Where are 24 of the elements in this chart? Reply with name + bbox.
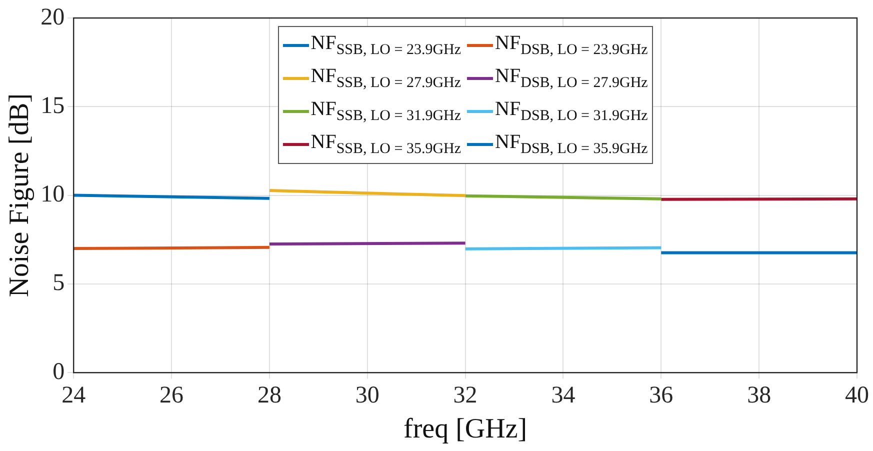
legend-label: NF$_{SSB, LO = 23.9GHz}$ bbox=[310, 32, 462, 59]
x-tick-label: 32 bbox=[453, 382, 478, 408]
legend-label: NF$_{SSB, LO = 31.9GHz}$ bbox=[310, 98, 462, 125]
x-tick-label: 36 bbox=[649, 382, 674, 408]
y-tick-label: 10 bbox=[40, 182, 65, 208]
x-tick-label: 24 bbox=[62, 382, 86, 408]
y-tick-label: 20 bbox=[40, 4, 65, 30]
x-axis-title: freq [GHz] bbox=[404, 414, 528, 445]
x-tick-label: 28 bbox=[257, 382, 282, 408]
y-tick-label: 15 bbox=[40, 92, 65, 119]
legend-label: NF$_{SSB, LO = 27.9GHz}$ bbox=[310, 65, 462, 92]
legend-label: NF$_{DSB, LO = 23.9GHz}$ bbox=[495, 32, 648, 59]
y-tick-label: 0 bbox=[52, 358, 65, 385]
x-tick-label: 40 bbox=[845, 382, 869, 408]
legend-label: NF$_{SSB, LO = 35.9GHz}$ bbox=[310, 131, 462, 158]
y-tick-label: 5 bbox=[52, 270, 65, 296]
legend-label: NF$_{DSB, LO = 35.9GHz}$ bbox=[495, 131, 648, 158]
legend-label: NF$_{DSB, LO = 31.9GHz}$ bbox=[495, 98, 648, 125]
x-tick-label: 38 bbox=[747, 382, 772, 408]
x-tick-label: 34 bbox=[551, 382, 576, 408]
y-axis-title: Noise Figure [dB] bbox=[4, 93, 36, 298]
x-tick-label: 30 bbox=[355, 382, 380, 408]
x-tick-label: 26 bbox=[160, 382, 184, 408]
legend-label: NF$_{DSB, LO = 27.9GHz}$ bbox=[495, 65, 648, 92]
